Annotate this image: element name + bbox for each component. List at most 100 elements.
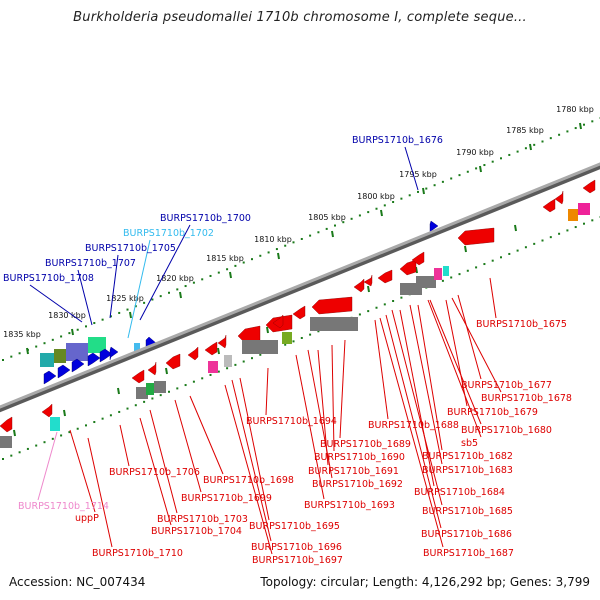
gene-label-bottom: BURPS1710b_1696 bbox=[251, 542, 342, 553]
scale-dot-top bbox=[400, 197, 403, 200]
scale-dot-top bbox=[367, 211, 370, 214]
reverse-gene bbox=[457, 227, 495, 246]
major-tick-bottom bbox=[266, 326, 269, 334]
scale-dot-bottom bbox=[317, 330, 320, 333]
forward-gene bbox=[109, 346, 119, 361]
leader-line bbox=[231, 379, 272, 542]
scale-dot-bottom bbox=[392, 300, 395, 303]
scale-dot-bottom bbox=[151, 397, 154, 400]
scale-dot-bottom bbox=[300, 336, 303, 339]
gene-label-bottom: BURPS1710b_1704 bbox=[151, 526, 242, 537]
leader-line bbox=[445, 299, 468, 407]
map-title: Burkholderia pseudomallei 1710b chromoso… bbox=[73, 10, 527, 25]
scale-dot-bottom bbox=[309, 333, 312, 336]
scale-dot-bottom bbox=[558, 232, 561, 235]
scale-dot-bottom bbox=[383, 303, 386, 306]
scale-dot-top bbox=[176, 288, 179, 291]
scale-dot-top bbox=[541, 140, 544, 143]
scale-dot-top bbox=[35, 345, 38, 348]
scale-dot-bottom bbox=[109, 414, 112, 417]
reverse-gene bbox=[165, 353, 181, 370]
gene-label-bottom: BURPS1710b_1684 bbox=[414, 487, 505, 498]
gene-label-bottom: BURPS1710b_1710 bbox=[92, 548, 183, 559]
rna-feature bbox=[434, 268, 442, 280]
scale-dot-bottom bbox=[35, 444, 38, 447]
major-tick-bottom bbox=[367, 285, 370, 293]
label-leader-lines bbox=[29, 146, 502, 555]
reverse-gene bbox=[363, 274, 373, 287]
leader-line bbox=[239, 377, 270, 521]
leader-line bbox=[119, 424, 130, 467]
scale-dot-bottom bbox=[375, 306, 378, 309]
forward-gene bbox=[43, 370, 57, 385]
scale-tick-label: 1835 kbp bbox=[3, 330, 41, 339]
reverse-gene bbox=[292, 305, 306, 320]
scale-dot-top bbox=[143, 301, 146, 304]
leader-line bbox=[451, 297, 502, 393]
scale-dot-top bbox=[441, 180, 444, 183]
scale-tick-label: 1820 kbp bbox=[156, 274, 194, 283]
scale-dot-bottom bbox=[292, 340, 295, 343]
scale-dot-top bbox=[101, 318, 104, 321]
scale-dot-bottom bbox=[508, 252, 511, 255]
leader-line bbox=[224, 384, 273, 555]
scale-dot-top bbox=[433, 184, 436, 187]
scale-dot-top bbox=[184, 285, 187, 288]
scale-tick-label: 1785 kbp bbox=[506, 126, 544, 135]
scale-dot-top bbox=[458, 174, 461, 177]
major-tick-top bbox=[331, 230, 334, 238]
reverse-gene bbox=[0, 416, 13, 433]
reverse-gene bbox=[41, 403, 53, 418]
scale-dot-bottom bbox=[143, 400, 146, 403]
reverse-gene bbox=[377, 269, 393, 284]
gene-label-bottom: BURPS1710b_1678 bbox=[481, 393, 572, 404]
scale-dot-top bbox=[259, 254, 262, 257]
scale-dot-top bbox=[234, 264, 237, 267]
scale-dot-top bbox=[317, 231, 320, 234]
scale-dot-bottom bbox=[101, 417, 104, 420]
scale-dot-top bbox=[558, 133, 561, 136]
scale-dot-top bbox=[85, 325, 87, 328]
scale-dot-bottom bbox=[583, 222, 585, 225]
leader-line bbox=[489, 277, 497, 319]
scale-dot-bottom bbox=[549, 236, 552, 239]
leader-line bbox=[87, 437, 113, 548]
scale-dot-bottom bbox=[85, 424, 87, 427]
accession-text: Accession: NC_007434 bbox=[9, 575, 146, 589]
gene-label-bottom: BURPS1710b_1685 bbox=[422, 506, 513, 517]
gene-label-top: BURPS1710b_1676 bbox=[352, 135, 443, 146]
scale-dot-top bbox=[118, 311, 121, 314]
scale-dot-bottom bbox=[192, 380, 195, 383]
gene-label-bottom: BURPS1710b_1698 bbox=[203, 475, 294, 486]
misc-feature bbox=[40, 353, 54, 367]
scale-dot-top bbox=[267, 251, 270, 254]
leader-line bbox=[77, 269, 93, 326]
gene-label-bottom: BURPS1710b_1690 bbox=[314, 452, 405, 463]
leader-line bbox=[374, 319, 389, 420]
misc-feature bbox=[282, 332, 292, 344]
forward-gene bbox=[87, 352, 101, 367]
scale-dot-bottom bbox=[242, 360, 245, 363]
gene-labels: BURPS1710b_1676 BURPS1710b_1700 BURPS1710b… bbox=[3, 135, 572, 566]
scale-dot-top bbox=[342, 221, 345, 224]
scale-dot-bottom bbox=[10, 454, 13, 457]
major-tick-bottom bbox=[514, 224, 517, 232]
scale-dot-bottom bbox=[226, 367, 229, 370]
gene-label-top: BURPS1710b_1702 bbox=[123, 228, 214, 239]
leader-line bbox=[331, 344, 335, 452]
scale-dot-bottom bbox=[524, 246, 527, 249]
reverse-gene bbox=[131, 369, 145, 384]
reverse-gene bbox=[311, 296, 353, 315]
scale-dot-top bbox=[574, 127, 577, 130]
leader-line bbox=[69, 429, 96, 513]
scale-dot-bottom bbox=[533, 242, 536, 245]
gene-label-bottom: BURPS1710b_1714 bbox=[18, 501, 109, 512]
scale-dot-bottom bbox=[500, 256, 502, 259]
scale-dot-bottom bbox=[466, 269, 469, 272]
leader-line bbox=[404, 146, 419, 191]
scale-tick-label: 1830 kbp bbox=[48, 311, 86, 320]
reverse-gene bbox=[272, 314, 284, 329]
gene-label-bottom: BURPS1710b_1677 bbox=[461, 380, 552, 391]
scale-dot-bottom bbox=[126, 407, 129, 410]
